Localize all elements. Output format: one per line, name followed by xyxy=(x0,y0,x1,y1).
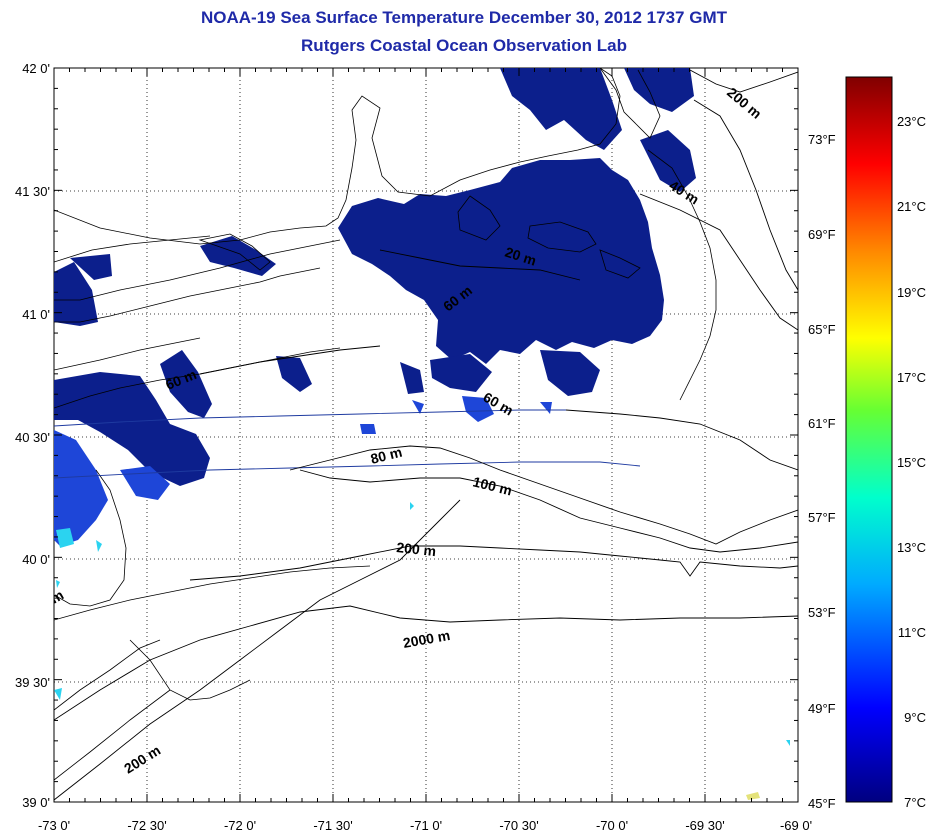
sst-patch xyxy=(412,400,424,414)
lon-label: -71 30' xyxy=(313,818,352,833)
lon-label: -69 30' xyxy=(685,818,724,833)
sst-patch xyxy=(200,236,276,276)
sst-patch xyxy=(430,354,492,392)
sst-patch xyxy=(640,130,696,192)
fahrenheit-label: 57°F xyxy=(808,510,836,525)
sst-patch xyxy=(360,424,376,434)
lat-label: 41 0' xyxy=(22,307,50,322)
lon-label: -70 30' xyxy=(499,818,538,833)
lat-label: 39 30' xyxy=(15,675,50,690)
sst-patch xyxy=(56,528,74,548)
lat-label: 41 30' xyxy=(15,184,50,199)
celsius-label: 9°C xyxy=(904,710,926,725)
celsius-label: 11°C xyxy=(898,625,926,640)
sst-patch xyxy=(70,254,112,280)
sst-patch xyxy=(410,502,414,510)
lon-label: -72 0' xyxy=(224,818,256,833)
fahrenheit-label: 49°F xyxy=(808,701,836,716)
sst-patch xyxy=(276,356,312,392)
lat-label: 39 0' xyxy=(22,795,50,810)
sst-patch xyxy=(120,466,170,500)
celsius-label: 19°C xyxy=(897,285,926,300)
colorbar xyxy=(845,76,893,803)
fahrenheit-label: 69°F xyxy=(808,227,836,242)
coastline xyxy=(54,68,717,781)
axis-ticks xyxy=(53,67,799,803)
sst-patch xyxy=(96,540,102,552)
celsius-label: 13°C xyxy=(897,540,926,555)
sst-patch xyxy=(462,396,494,422)
sst-patch xyxy=(54,688,62,700)
sst-patch xyxy=(746,792,760,800)
map-title: NOAA-19 Sea Surface Temperature December… xyxy=(201,8,727,27)
sst-patch xyxy=(338,158,664,364)
sst-patch xyxy=(500,68,622,150)
lat-label: 40 0' xyxy=(22,552,50,567)
celsius-label: 21°C xyxy=(897,199,926,214)
sst-patch xyxy=(540,402,552,414)
sst-patch xyxy=(54,372,210,486)
celsius-label: 7°C xyxy=(904,795,926,810)
sst-patch xyxy=(786,740,790,746)
fahrenheit-label: 45°F xyxy=(808,796,836,811)
fahrenheit-label: 73°F xyxy=(808,132,836,147)
lat-label: 42 0' xyxy=(22,61,50,76)
celsius-label: 23°C xyxy=(897,114,926,129)
sst-patch xyxy=(54,430,108,546)
sst-patch xyxy=(624,68,694,112)
celsius-label: 17°C xyxy=(897,370,926,385)
bathymetry-contours xyxy=(54,69,798,801)
sst-data-layer xyxy=(54,68,790,800)
sst-patch xyxy=(160,350,212,418)
latitude-labels: 42 0' 41 30' 41 0' 40 30' 40 0' 39 30' 3… xyxy=(15,61,50,810)
lon-label: -70 0' xyxy=(596,818,628,833)
celsius-labels: 23°C 21°C 19°C 17°C 15°C 13°C 11°C 9°C 7… xyxy=(897,114,926,810)
lon-label: -69 0' xyxy=(780,818,812,833)
longitude-labels: -73 0' -72 30' -72 0' -71 30' -71 0' -70… xyxy=(38,818,812,833)
lon-label: -71 0' xyxy=(410,818,442,833)
sst-patch xyxy=(540,350,600,396)
sst-patch xyxy=(400,362,424,394)
fahrenheit-label: 65°F xyxy=(808,322,836,337)
fahrenheit-labels: 73°F 69°F 65°F 61°F 57°F 53°F 49°F 45°F xyxy=(808,132,836,811)
fahrenheit-label: 53°F xyxy=(808,605,836,620)
lat-label: 40 30' xyxy=(15,430,50,445)
contour-label: 200 m xyxy=(396,539,437,559)
contour-label: 80 m xyxy=(369,444,404,467)
celsius-label: 15°C xyxy=(897,455,926,470)
lon-label: -73 0' xyxy=(38,818,70,833)
fahrenheit-label: 61°F xyxy=(808,416,836,431)
sst-patch xyxy=(54,262,98,326)
map-subtitle: Rutgers Coastal Ocean Observation Lab xyxy=(301,36,627,55)
lon-label: -72 30' xyxy=(127,818,166,833)
sst-patch xyxy=(56,580,60,588)
